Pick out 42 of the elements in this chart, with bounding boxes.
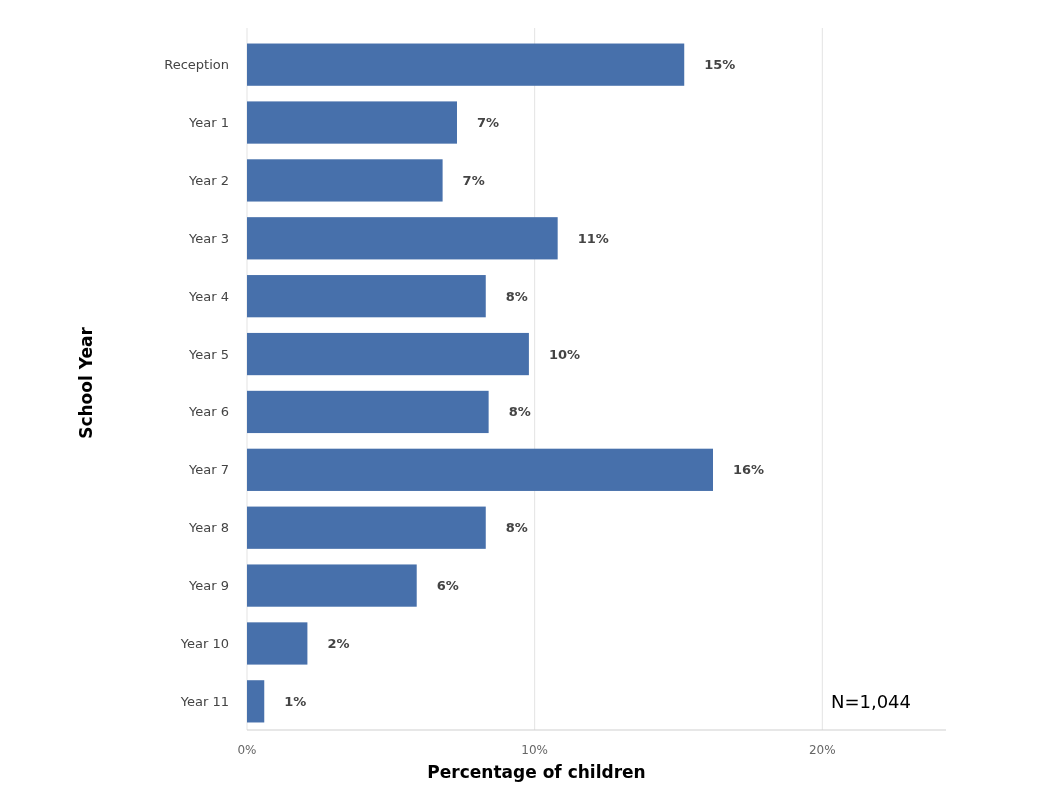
bar — [247, 390, 489, 434]
bar — [247, 564, 417, 607]
y-tick-label: Year 5 — [188, 346, 229, 362]
bar — [247, 43, 685, 86]
x-tick-label: 20% — [808, 743, 836, 757]
data-label: 11% — [577, 230, 609, 246]
bar — [247, 332, 529, 376]
x-tick-label: 10% — [521, 743, 548, 757]
data-label: 8% — [505, 520, 528, 536]
data-label: 1% — [284, 693, 307, 709]
annotation: N=1,044 — [830, 690, 911, 712]
data-label: 7% — [462, 172, 485, 188]
data-label: 10% — [548, 346, 581, 362]
data-label: 16% — [733, 462, 765, 478]
bar — [247, 275, 486, 318]
y-tick-label: Year 2 — [188, 172, 229, 188]
data-label: 8% — [505, 288, 528, 304]
x-tick-label: 0% — [237, 743, 257, 757]
bar — [247, 448, 713, 491]
bar — [247, 159, 443, 202]
bar — [247, 680, 265, 723]
y-tick-label: Year 8 — [188, 520, 229, 536]
y-tick-label: Year 9 — [188, 578, 229, 594]
y-tick-label: Reception — [164, 57, 229, 73]
y-tick-label: Year 1 — [188, 115, 229, 131]
y-tick-label: Year 10 — [179, 636, 229, 652]
bar — [247, 101, 457, 144]
x-axis-title: Percentage of children — [427, 762, 646, 782]
y-tick-label: Year 6 — [188, 404, 229, 420]
data-label: 15% — [704, 57, 736, 73]
y-tick-label: Year 7 — [188, 462, 229, 478]
y-tick-label: Year 3 — [188, 230, 229, 246]
bar — [247, 506, 486, 549]
y-axis-title: School Year — [76, 326, 96, 439]
data-label: 7% — [476, 115, 500, 131]
bar — [247, 622, 308, 665]
bar — [247, 217, 558, 260]
data-label: 2% — [327, 636, 350, 652]
data-label: 6% — [436, 578, 459, 594]
y-tick-label: Year 11 — [179, 693, 229, 709]
data-label: 8% — [508, 404, 531, 420]
y-tick-label: Year 4 — [188, 288, 229, 304]
